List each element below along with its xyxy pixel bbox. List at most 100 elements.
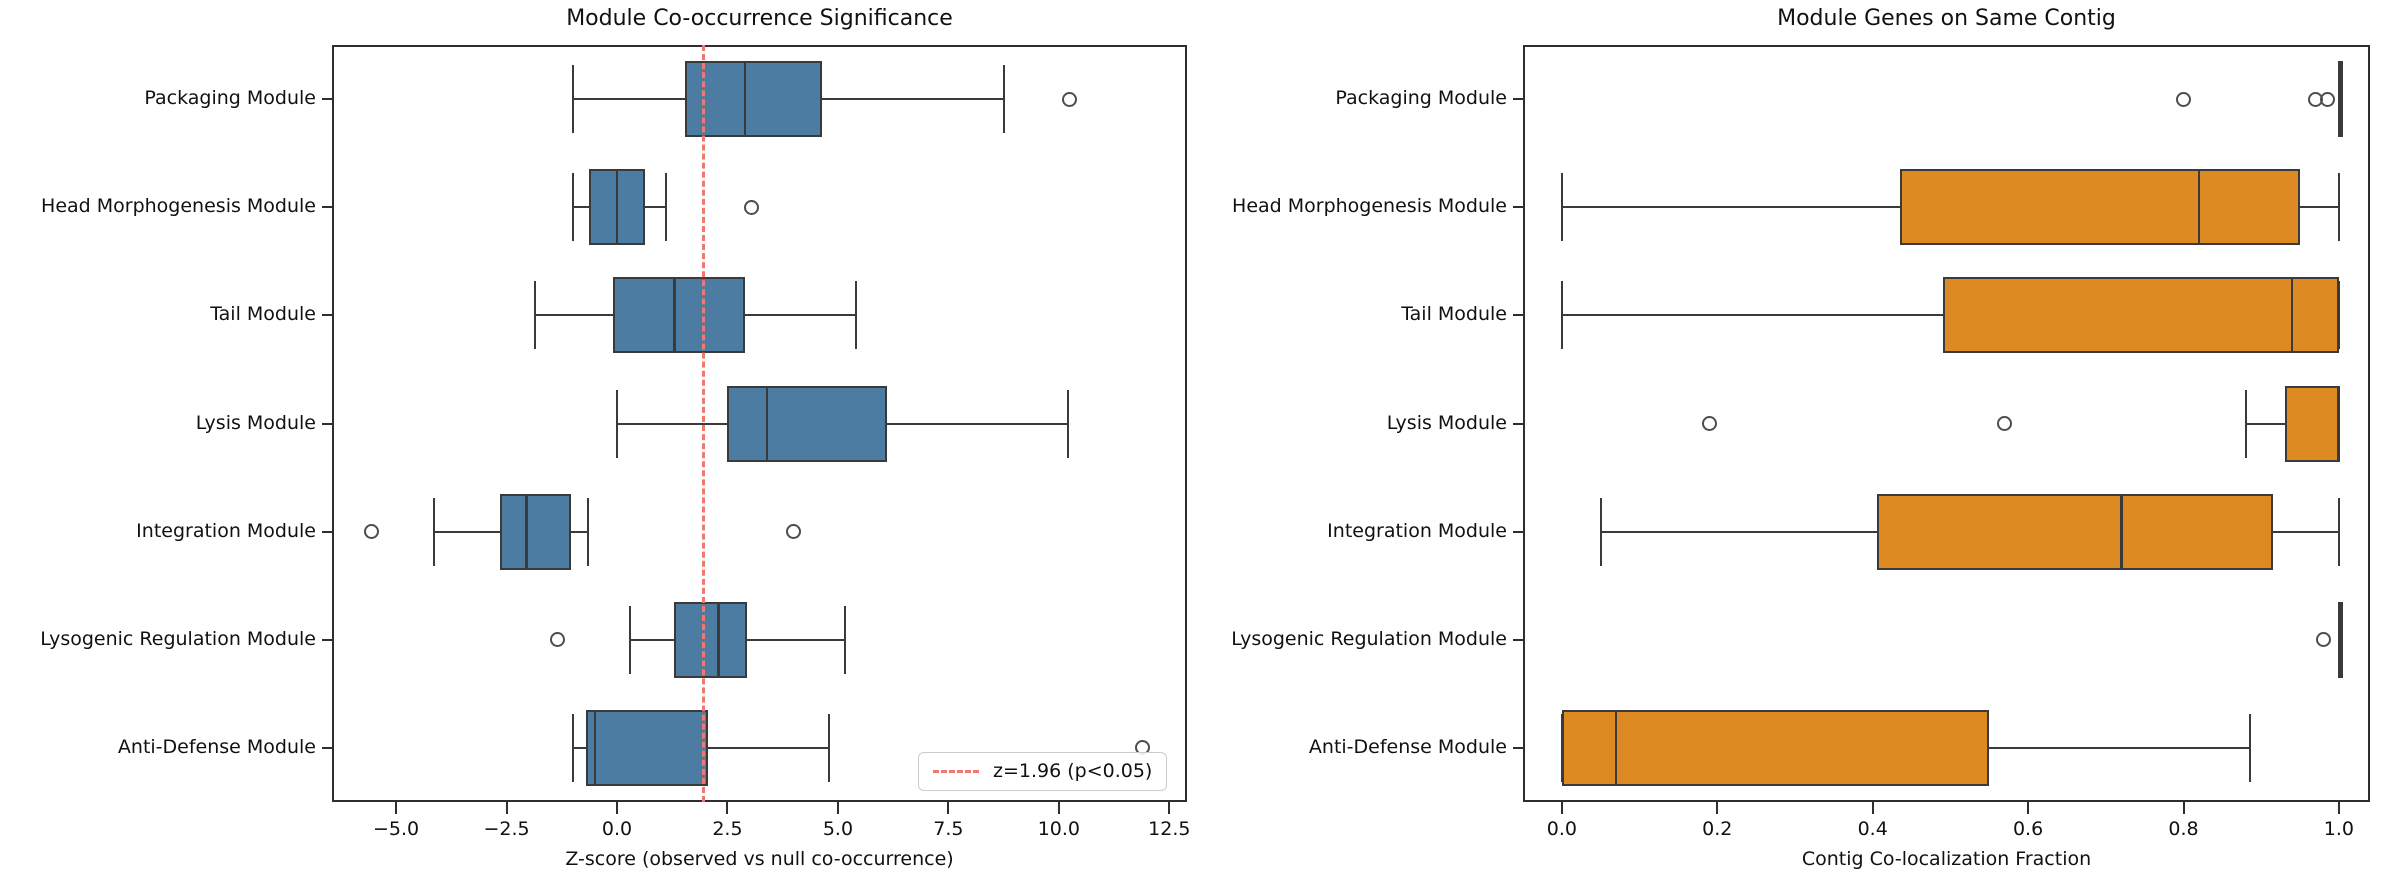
whisker-cap [571,65,574,134]
box [1561,709,1990,786]
x-tick [1716,802,1719,814]
whisker-line [745,314,856,317]
box [586,709,708,786]
x-tick-label: 7.5 [933,818,964,840]
median-line [525,493,528,570]
whisker-line [1561,314,1943,317]
outlier-point [1997,416,2013,431]
y-tick [1513,206,1523,209]
category-label: Tail Module [1401,303,1507,326]
x-tick [947,802,950,814]
x-tick [1560,802,1563,814]
x-tick [2337,802,2340,814]
x-tick [1871,802,1874,814]
whisker-line [2245,422,2285,425]
x-tick [2182,802,2185,814]
right-x-axis-label: Contig Co-localization Fraction [1801,848,2092,870]
category-label: Anti-Defense Module [117,735,316,758]
whisker-cap [571,713,574,782]
x-tick [836,802,839,814]
y-tick [1513,314,1523,317]
x-tick [395,802,398,814]
whisker-line [1989,746,2250,749]
category-label: Lysis Module [195,411,316,434]
whisker-cap [2337,497,2340,566]
box [612,277,746,354]
whisker-cap [854,281,857,350]
whisker-line [747,638,845,641]
whisker-line [822,98,1004,101]
outlier-point [2315,632,2331,648]
x-tick-label: 1.0 [2323,818,2355,840]
box [1899,169,2301,246]
x-tick [1057,802,1060,814]
category-label: Head Morphogenesis Module [41,195,316,218]
whisker-cap [664,173,667,242]
x-tick [1168,802,1171,814]
x-tick-label: 0.0 [1546,818,1577,840]
outlier-point [744,199,760,215]
median-line [593,709,597,786]
whisker-line [572,746,587,749]
y-tick [322,314,332,317]
legend-label: z=1.96 (p<0.05) [993,760,1153,782]
y-tick [322,638,332,641]
whisker-line [2272,530,2339,533]
category-label: Tail Module [210,303,316,326]
category-label: Integration Module [1327,519,1507,542]
median-line [615,169,619,246]
whisker-cap [2337,173,2340,242]
category-label: Packaging Module [144,87,316,110]
box [674,601,748,678]
whisker-cap [571,173,574,242]
category-label: Packaging Module [1335,87,1507,110]
x-tick-label: 0.8 [2168,818,2199,840]
box [2284,385,2339,462]
y-tick [1513,746,1523,749]
whisker-line [707,746,830,749]
category-label: Anti-Defense Module [1308,735,1507,758]
category-label: Integration Module [136,519,316,542]
x-tick-label: 10.0 [1037,818,1081,840]
whisker-line [630,638,675,641]
median-line [2337,601,2341,678]
whisker-cap [843,605,846,674]
whisker-line [433,530,500,533]
box [685,61,823,138]
plot-frame [332,45,1187,802]
right-plot-title: Module Genes on Same Contig [1777,6,2116,31]
whisker-line [572,206,590,209]
whisker-cap [629,605,632,674]
whisker-cap [534,281,537,350]
plot-frame [1523,45,2370,802]
x-tick-label: 5.0 [822,818,854,840]
whisker-cap [1599,497,1602,566]
whisker-cap [1066,389,1069,458]
outlier-point [364,524,380,540]
whisker-cap [432,497,435,566]
outlier-point [549,632,565,648]
y-tick [322,746,332,749]
category-label: Lysis Module [1386,411,1507,434]
whisker-cap [2244,389,2247,458]
whisker-cap [616,389,618,458]
y-tick [1513,530,1523,533]
box [727,385,887,462]
y-tick [322,530,332,533]
median-line [743,61,747,138]
median-line [2337,385,2341,462]
whisker-cap [828,713,831,782]
box [1942,277,2339,354]
outlier-point [786,524,802,540]
outlier-point [2176,91,2191,107]
median-line [673,277,676,354]
legend: z=1.96 (p<0.05) [918,752,1168,791]
whisker-line [572,98,686,101]
y-tick [1513,98,1523,101]
red-dashed-line-icon [933,769,979,773]
y-tick [322,422,332,425]
x-tick-label: 2.5 [712,818,743,840]
x-tick-label: −2.5 [483,818,530,840]
whisker-line [2300,206,2339,209]
whisker-line [1600,530,1877,533]
